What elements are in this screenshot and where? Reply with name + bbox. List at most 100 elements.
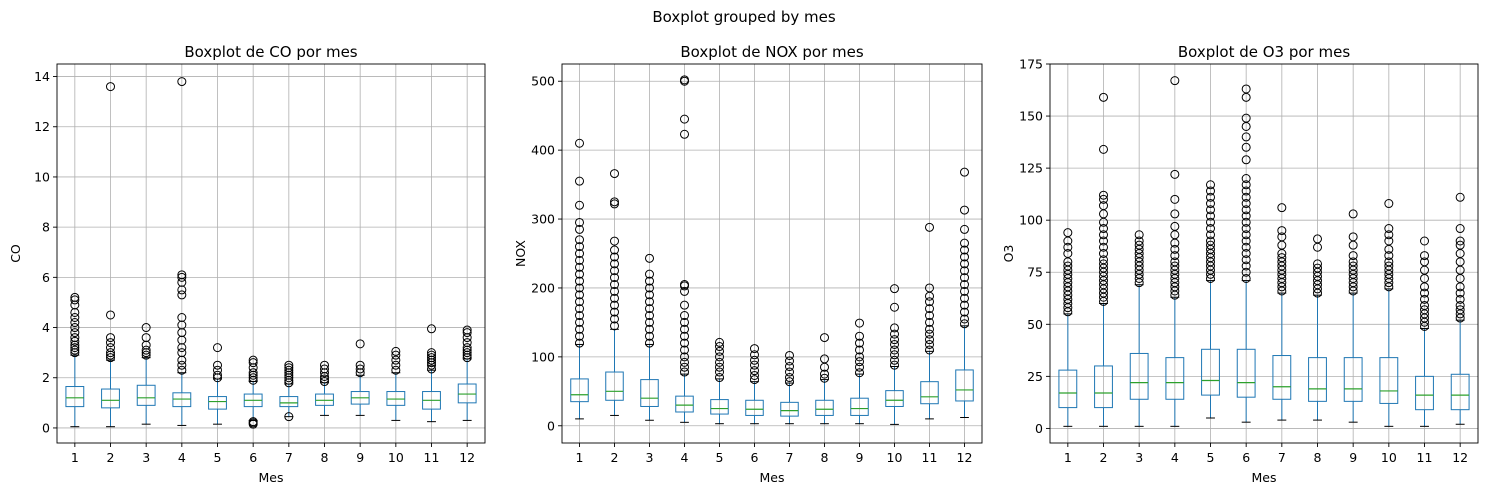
x-tick-label: 5 [1207, 450, 1215, 465]
outlier-point [960, 300, 969, 310]
outlier-point [1241, 113, 1251, 123]
outlier-point [610, 273, 619, 283]
outlier-point [1241, 273, 1251, 283]
outlier-point [1063, 261, 1073, 271]
x-tick-label: 10 [887, 450, 903, 465]
outlier-point [680, 129, 689, 139]
outlier-point [750, 350, 759, 360]
outlier-point [890, 329, 899, 339]
box-iqr [780, 401, 799, 417]
outlier-point [1099, 194, 1108, 204]
outlier-point [610, 280, 619, 290]
outlier-point [785, 367, 794, 377]
y-tick-label: 25 [1027, 369, 1043, 384]
outlier-point [715, 367, 724, 377]
outlier-point [248, 355, 258, 365]
outlier-point [427, 324, 436, 334]
outlier-point [177, 365, 187, 375]
outlier-point [462, 343, 472, 353]
box-iqr [208, 396, 227, 410]
box-iqr [1308, 357, 1327, 402]
outlier-point [1206, 217, 1215, 227]
outlier-point [1241, 186, 1251, 196]
outlier-point [960, 314, 969, 324]
outlier-point [715, 373, 724, 383]
outlier-point [1348, 232, 1358, 242]
outlier-point [610, 307, 619, 317]
outlier-point [284, 365, 294, 375]
outlier-point [1099, 92, 1108, 102]
x-tick-label: 11 [424, 450, 440, 465]
y-tick-label: 10 [34, 169, 50, 184]
outlier-point [1420, 236, 1429, 246]
x-tick-label: 12 [957, 450, 973, 465]
box-month-11 [920, 222, 939, 420]
outlier-point [1384, 236, 1394, 246]
outlier-point [785, 362, 794, 372]
outlier-point [645, 290, 654, 300]
outlier-point [960, 307, 969, 317]
outlier-point [1420, 294, 1429, 304]
outlier-point [575, 317, 584, 327]
outlier-point [1063, 249, 1073, 258]
box-iqr [1094, 365, 1113, 409]
outlier-point [960, 293, 969, 303]
outlier-point [106, 348, 115, 358]
outlier-point [1455, 288, 1465, 298]
box-iqr [279, 396, 299, 408]
x-tick-label: 2 [1100, 450, 1108, 465]
x-tick-label: 1 [1064, 450, 1072, 465]
outlier-point [680, 367, 689, 377]
outlier-point [1384, 224, 1394, 234]
outlier-point [575, 276, 584, 286]
outlier-point [575, 290, 584, 300]
outlier-point [960, 167, 969, 177]
y-tick-label: 75 [1027, 265, 1043, 280]
outlier-point [1170, 257, 1180, 267]
outlier-point [610, 321, 619, 331]
x-tick-label: 3 [646, 450, 654, 465]
outlier-point [70, 328, 80, 338]
outlier-point [610, 197, 619, 207]
outlier-point [1206, 211, 1215, 221]
outlier-point [1241, 230, 1251, 240]
outlier-point [680, 317, 689, 327]
outlier-point [925, 283, 934, 293]
x-tick-label: 8 [821, 450, 829, 465]
outlier-point [890, 284, 899, 294]
outlier-point [391, 350, 401, 360]
box-iqr [675, 395, 694, 413]
outlier-point [785, 373, 794, 383]
outlier-point [1277, 232, 1287, 242]
x-tick-label: 6 [1242, 450, 1250, 465]
outlier-point [1170, 244, 1180, 254]
outlier-point [391, 365, 401, 375]
outlier-point [141, 333, 151, 343]
x-tick-label: 6 [751, 450, 759, 465]
outlier-point [645, 269, 654, 279]
outlier-point [1313, 234, 1322, 244]
x-tick-label: 4 [178, 450, 186, 465]
outlier-point [855, 357, 864, 367]
outlier-point [575, 235, 584, 245]
outlier-point [1063, 228, 1073, 238]
outlier-point [960, 252, 969, 262]
outlier-point [645, 331, 654, 341]
x-tick-label: 7 [1278, 450, 1286, 465]
x-tick-label: 8 [321, 450, 329, 465]
box-iqr [605, 371, 624, 401]
outlier-point [680, 311, 689, 321]
outlier-point [1420, 288, 1429, 298]
outlier-point [890, 350, 899, 360]
box-month-10 [386, 346, 406, 421]
axes-frame [56, 63, 486, 444]
outlier-point [960, 205, 969, 215]
box-iqr [1343, 357, 1363, 402]
outlier-point [1206, 240, 1215, 250]
outlier-point [715, 352, 724, 362]
box-month-7 [780, 350, 799, 425]
outlier-point [248, 358, 258, 368]
